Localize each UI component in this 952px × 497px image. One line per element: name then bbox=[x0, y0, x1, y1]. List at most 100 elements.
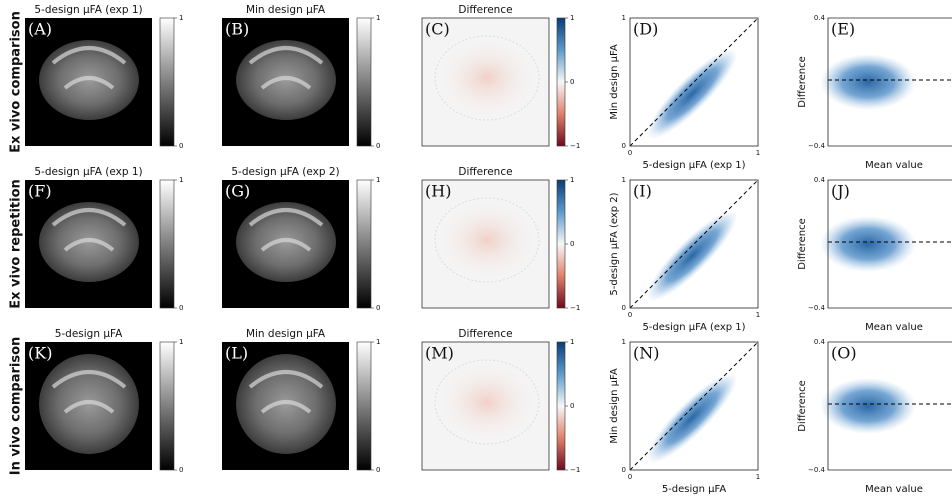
colorbar bbox=[556, 341, 566, 471]
row-label: Ex vivo repetition bbox=[9, 179, 24, 309]
x-tick-label: 0 bbox=[628, 149, 632, 157]
brain-outline bbox=[434, 35, 540, 121]
map-title: Difference bbox=[458, 328, 512, 340]
ba-frame bbox=[827, 179, 952, 309]
colorbar-tick-label: 1 bbox=[376, 176, 380, 184]
map-title: Min design µFA bbox=[246, 4, 326, 16]
map-title: Min design µFA bbox=[246, 328, 326, 340]
panel-letter: (F) bbox=[28, 182, 52, 201]
x-tick-label: 1 bbox=[756, 473, 760, 481]
panel-letter: (O) bbox=[831, 344, 857, 363]
colorbar-tick-label: 1 bbox=[570, 176, 574, 184]
colorbar bbox=[556, 17, 566, 147]
colorbar bbox=[159, 179, 175, 309]
colorbar-tick-label: 0 bbox=[179, 466, 183, 474]
panel-letter: (G) bbox=[225, 182, 250, 201]
panel-letter: (I) bbox=[633, 182, 652, 201]
row-label: In vivo comparison bbox=[9, 337, 24, 476]
x-axis-label: 5-design µFA bbox=[662, 484, 727, 495]
y-tick-label: 0 bbox=[622, 304, 626, 312]
identity-line bbox=[629, 17, 759, 147]
identity-line bbox=[629, 179, 759, 309]
colorbar bbox=[159, 341, 175, 471]
panel-letter: (C) bbox=[425, 20, 450, 39]
colorbar-tick-label: 0 bbox=[570, 240, 574, 248]
scatter-cloud bbox=[646, 48, 738, 140]
y-tick-label: −0.4 bbox=[808, 142, 826, 150]
colorbar-tick-label: 0 bbox=[376, 466, 380, 474]
panel-letter: (J) bbox=[831, 182, 850, 201]
y-axis-label: Difference bbox=[797, 56, 808, 108]
scatter-cloud bbox=[646, 372, 738, 464]
brain-outline bbox=[434, 197, 540, 283]
panel-letter: (H) bbox=[425, 182, 451, 201]
colorbar bbox=[356, 341, 372, 471]
x-tick-label: 1 bbox=[756, 311, 760, 319]
colorbar-tick-label: 0 bbox=[179, 304, 183, 312]
colorbar-tick-label: 0 bbox=[570, 78, 574, 86]
colorbar-tick-label: 1 bbox=[570, 338, 574, 346]
brain-structure bbox=[248, 46, 324, 90]
colorbar-tick-label: 0 bbox=[570, 402, 574, 410]
y-axis-label: Min design µFA bbox=[609, 44, 620, 119]
brain-structure bbox=[51, 208, 127, 252]
colorbar-tick-label: 0 bbox=[376, 142, 380, 150]
panel-letter: (K) bbox=[28, 344, 52, 363]
panel-letter: (E) bbox=[831, 20, 855, 39]
ba-cloud bbox=[820, 378, 916, 434]
colorbar-tick-label: 1 bbox=[376, 338, 380, 346]
y-tick-label: 1 bbox=[622, 14, 626, 22]
y-tick-label: 0.4 bbox=[814, 176, 826, 184]
brain-outline bbox=[434, 359, 540, 445]
y-tick-label: 0.4 bbox=[814, 338, 826, 346]
brain-structure bbox=[51, 370, 127, 414]
panel-letter: (B) bbox=[225, 20, 249, 39]
y-axis-label: Difference bbox=[797, 380, 808, 432]
colorbar bbox=[159, 17, 175, 147]
y-tick-label: 0.4 bbox=[814, 14, 826, 22]
colorbar-tick-label: 1 bbox=[179, 338, 183, 346]
colorbar bbox=[556, 179, 566, 309]
x-axis-label: Mean value bbox=[865, 160, 923, 171]
x-axis-label: Mean value bbox=[865, 484, 923, 495]
panel-letter: (L) bbox=[225, 344, 248, 363]
scatter-cloud bbox=[646, 210, 738, 302]
brain-structure bbox=[248, 208, 324, 252]
panel-letter: (A) bbox=[28, 20, 52, 39]
y-tick-label: 0 bbox=[622, 466, 626, 474]
colorbar-tick-label: 1 bbox=[376, 14, 380, 22]
colorbar bbox=[356, 17, 372, 147]
x-axis-label: 5-design µFA (exp 1) bbox=[642, 322, 745, 333]
y-tick-label: −0.4 bbox=[808, 466, 826, 474]
identity-line bbox=[629, 341, 759, 471]
map-title: 5-design µFA bbox=[55, 328, 123, 340]
x-tick-label: 0 bbox=[628, 311, 632, 319]
colorbar-tick-label: 1 bbox=[179, 14, 183, 22]
colorbar-tick-label: −1 bbox=[570, 304, 580, 312]
scatter-frame bbox=[629, 179, 759, 309]
x-tick-label: 0 bbox=[628, 473, 632, 481]
panel-letter: (N) bbox=[633, 344, 659, 363]
colorbar-tick-label: 1 bbox=[179, 176, 183, 184]
x-axis-label: 5-design µFA (exp 1) bbox=[642, 160, 745, 171]
map-title: 5-design µFA (exp 2) bbox=[231, 166, 339, 178]
panel-letter: (M) bbox=[425, 344, 454, 363]
row-label: Ex vivo comparison bbox=[9, 11, 24, 153]
y-tick-label: −0.4 bbox=[808, 304, 826, 312]
map-title: Difference bbox=[458, 4, 512, 16]
map-title: 5-design µFA (exp 1) bbox=[34, 166, 142, 178]
ba-cloud bbox=[820, 216, 916, 272]
ba-cloud bbox=[820, 54, 916, 110]
brain-structure bbox=[51, 46, 127, 90]
y-axis-label: Difference bbox=[797, 218, 808, 270]
scatter-frame bbox=[629, 341, 759, 471]
colorbar-tick-label: −1 bbox=[570, 466, 580, 474]
colorbar-tick-label: 1 bbox=[570, 14, 574, 22]
brain-structure bbox=[248, 370, 324, 414]
colorbar-tick-label: 0 bbox=[179, 142, 183, 150]
map-title: 5-design µFA (exp 1) bbox=[34, 4, 142, 16]
y-tick-label: 1 bbox=[622, 176, 626, 184]
ba-frame bbox=[827, 17, 952, 147]
map-title: Difference bbox=[458, 166, 512, 178]
